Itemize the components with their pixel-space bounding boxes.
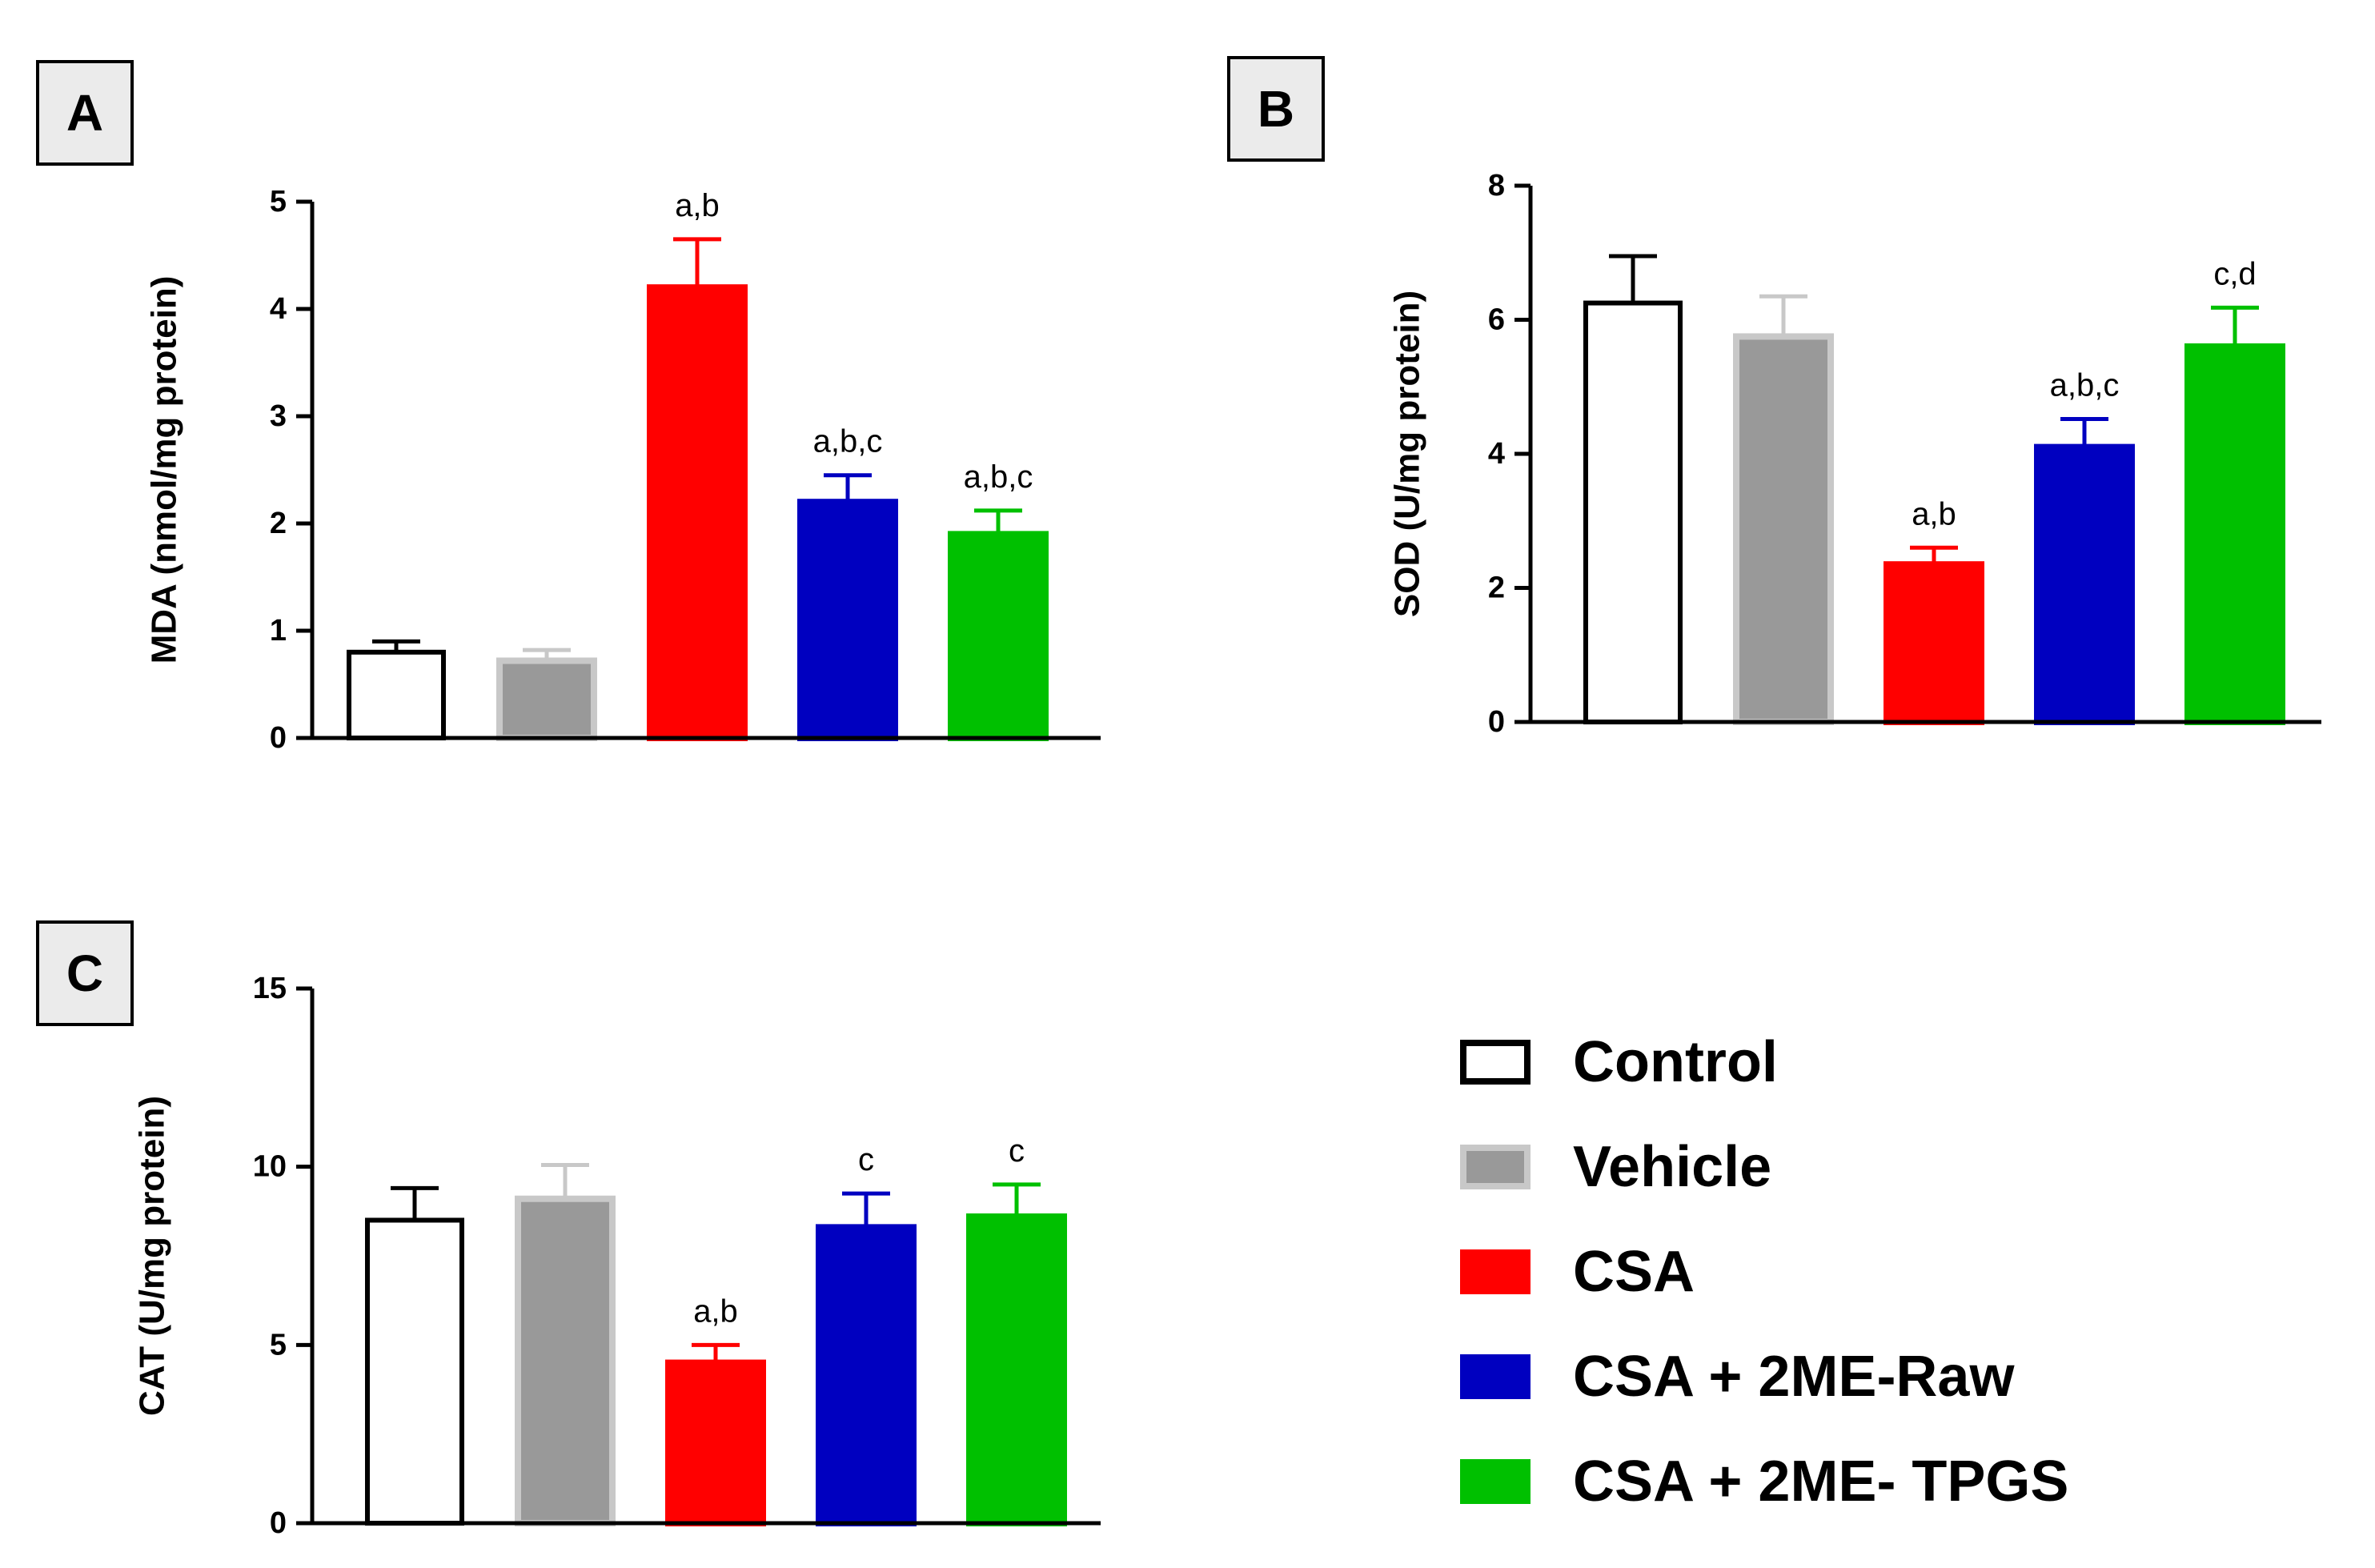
- panel-c-label-box: [36, 920, 134, 1026]
- bar-annotation: a,b: [1912, 496, 1956, 531]
- bar-0: [347, 649, 446, 740]
- bar-annotation: a,b: [693, 1293, 738, 1329]
- legend-item: Control: [1460, 1030, 1778, 1094]
- legend-swatch: [1460, 1145, 1531, 1189]
- bar-0: [1583, 300, 1683, 724]
- panel-c-plot: 0 5 10 15 CAT (U/mg protein) a,b c c: [133, 972, 1101, 1540]
- y-tick-label: 2: [1488, 571, 1505, 605]
- y-tick-label: 4: [270, 292, 287, 326]
- legend-item: Vehicle: [1460, 1135, 1771, 1199]
- panel-a: A 0 1 2 3 4 5 MDA (nmol/mg protein) a,b a,b,c a,b…: [36, 60, 1101, 755]
- bar-1: [515, 1195, 616, 1527]
- panel-b-plot: 0 2 4 6 8 SOD (U/mg protein) a,b a,b,c c,d: [1388, 169, 2321, 739]
- bar-4: [2184, 343, 2285, 725]
- y-tick-label: 5: [270, 185, 287, 219]
- legend-label: CSA + 2ME-Raw: [1573, 1345, 2015, 1409]
- bar-3: [816, 1224, 917, 1526]
- bar-annotation: a,b,c: [813, 424, 883, 459]
- bar-annotation: c,d: [2213, 256, 2256, 291]
- bar-2: [1884, 561, 1984, 725]
- panel-b-label: B: [1258, 80, 1294, 138]
- legend-label: CSA + 2ME- TPGS: [1573, 1450, 2068, 1514]
- bar-annotation: c: [858, 1142, 874, 1177]
- bar-2: [665, 1359, 766, 1526]
- bar-4: [966, 1213, 1067, 1526]
- panel-b: B 0 2 4 6 8 SOD (U/mg protein) a,b a,b,c c,d: [1227, 56, 2321, 739]
- panel-a-plot: 0 1 2 3 4 5 MDA (nmol/mg protein) a,b a,b,c a,b,c: [145, 185, 1101, 755]
- legend-item: CSA: [1460, 1240, 1695, 1304]
- bar-annotation: a,b: [675, 188, 720, 223]
- panel-b-label-box: [1227, 56, 1325, 162]
- bar-annotation: a,b,c: [2050, 367, 2120, 403]
- bar-annotation: c: [1009, 1133, 1025, 1169]
- bar-3: [2034, 443, 2135, 725]
- y-tick-label: 3: [270, 399, 287, 433]
- y-tick-label: 2: [270, 507, 287, 540]
- panel-c: C 0 5 10 15 CAT (U/mg protein) a,b c c: [36, 920, 1101, 1540]
- bar-1: [1733, 333, 1834, 725]
- legend-label: Control: [1573, 1030, 1778, 1094]
- y-tick-label: 15: [253, 972, 287, 1005]
- bar-4: [948, 531, 1049, 742]
- y-axis-label: CAT (U/mg protein): [133, 1096, 172, 1416]
- legend-swatch: [1460, 1354, 1531, 1399]
- legend-swatch: [1460, 1040, 1531, 1085]
- y-tick-label: 5: [270, 1328, 287, 1361]
- legend-label: CSA: [1573, 1240, 1695, 1304]
- y-tick-label: 0: [1488, 705, 1505, 739]
- y-tick-label: 6: [1488, 303, 1505, 337]
- legend-swatch: [1460, 1459, 1531, 1504]
- panel-c-label: C: [66, 944, 103, 1002]
- bar-2: [647, 284, 748, 741]
- legend: Control Vehicle CSA CSA + 2ME-Raw CSA + 2ME-…: [1460, 1030, 2068, 1514]
- legend-item: CSA + 2ME- TPGS: [1460, 1450, 2068, 1514]
- legend-swatch: [1460, 1249, 1531, 1294]
- y-axis-label: SOD (U/mg protein): [1388, 291, 1427, 617]
- y-tick-label: 1: [270, 614, 287, 648]
- y-axis-label: MDA (nmol/mg protein): [145, 276, 184, 664]
- panel-a-label: A: [66, 84, 103, 142]
- y-tick-label: 4: [1488, 437, 1505, 471]
- y-tick-label: 0: [270, 1506, 287, 1540]
- bar-1: [496, 657, 597, 742]
- bar-annotation: a,b,c: [964, 459, 1033, 495]
- y-tick-label: 8: [1488, 169, 1505, 203]
- legend-label: Vehicle: [1573, 1135, 1771, 1199]
- bar-3: [797, 499, 898, 741]
- y-tick-label: 0: [270, 721, 287, 755]
- y-tick-label: 10: [253, 1150, 287, 1184]
- legend-item: CSA + 2ME-Raw: [1460, 1345, 2015, 1409]
- panel-a-label-box: [36, 60, 134, 166]
- bar-0: [365, 1217, 464, 1526]
